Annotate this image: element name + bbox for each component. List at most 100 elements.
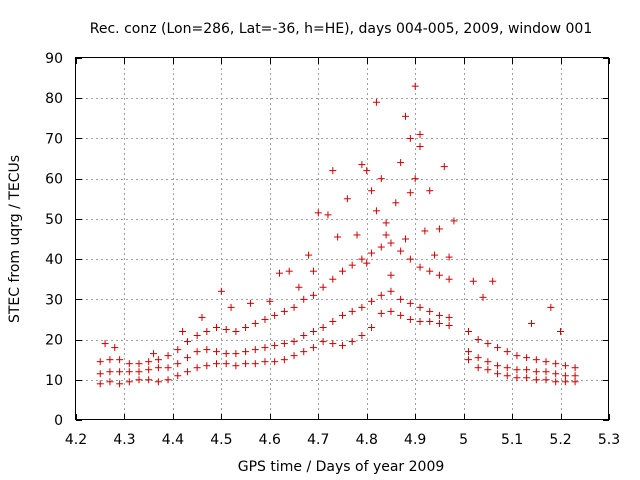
data-point bbox=[203, 362, 211, 370]
x-tick-label: 5 bbox=[459, 432, 468, 448]
data-point bbox=[135, 376, 143, 384]
data-point bbox=[547, 303, 555, 311]
data-point bbox=[474, 364, 482, 372]
data-point bbox=[421, 227, 429, 235]
data-point bbox=[280, 340, 288, 348]
data-point bbox=[348, 307, 356, 315]
data-point bbox=[193, 364, 201, 372]
data-point bbox=[358, 332, 366, 340]
data-point bbox=[242, 323, 250, 331]
data-point bbox=[435, 271, 443, 279]
data-point bbox=[532, 368, 540, 376]
data-point bbox=[363, 259, 371, 267]
x-tick-label: 5.3 bbox=[598, 432, 620, 448]
data-point bbox=[125, 360, 133, 368]
data-point bbox=[280, 307, 288, 315]
data-point bbox=[416, 303, 424, 311]
data-point bbox=[96, 380, 104, 388]
data-point bbox=[450, 217, 458, 225]
data-point bbox=[329, 317, 337, 325]
data-point bbox=[164, 364, 172, 372]
data-point bbox=[523, 354, 531, 362]
data-point bbox=[397, 247, 405, 255]
data-point bbox=[174, 360, 182, 368]
data-point bbox=[339, 342, 346, 350]
data-point bbox=[372, 98, 380, 106]
data-point bbox=[445, 253, 453, 261]
data-point bbox=[222, 350, 230, 358]
data-point bbox=[377, 243, 385, 251]
data-point bbox=[377, 309, 385, 317]
data-point bbox=[377, 291, 385, 299]
data-point bbox=[484, 366, 492, 374]
data-point bbox=[290, 338, 298, 346]
data-point bbox=[217, 287, 225, 295]
data-point bbox=[334, 233, 342, 241]
data-point bbox=[353, 231, 361, 239]
data-point bbox=[145, 358, 153, 366]
y-tick-label: 40 bbox=[45, 252, 63, 268]
data-point bbox=[411, 82, 419, 90]
data-point bbox=[329, 275, 337, 283]
data-point bbox=[464, 356, 472, 364]
data-point bbox=[368, 297, 376, 305]
data-point bbox=[426, 187, 434, 195]
data-point bbox=[198, 313, 206, 321]
x-tick-labels: 4.2 4.3 4.4 4.5 4.6 4.7 4.8 4.9 5 5.1 5.2 5.3 bbox=[65, 432, 620, 448]
data-point bbox=[145, 366, 153, 374]
y-tick-label: 70 bbox=[45, 131, 63, 147]
data-point bbox=[154, 356, 162, 364]
data-point bbox=[387, 307, 395, 315]
data-point bbox=[426, 267, 434, 275]
y-tick-label: 20 bbox=[45, 333, 63, 349]
data-point bbox=[222, 326, 230, 333]
data-point bbox=[435, 225, 443, 233]
data-point bbox=[174, 372, 182, 380]
data-point bbox=[503, 364, 511, 372]
data-point bbox=[382, 219, 390, 227]
data-point bbox=[474, 336, 482, 344]
x-tick-label: 4.3 bbox=[113, 432, 135, 448]
data-point bbox=[125, 378, 133, 386]
data-point bbox=[557, 328, 565, 336]
data-point bbox=[193, 348, 201, 356]
y-tick-labels: 0 10 20 30 40 50 60 70 80 90 bbox=[45, 51, 63, 429]
data-point bbox=[532, 376, 540, 384]
data-point bbox=[503, 372, 511, 380]
data-point bbox=[276, 269, 284, 277]
data-point bbox=[290, 352, 298, 360]
data-point bbox=[416, 130, 424, 138]
data-point bbox=[411, 175, 419, 183]
y-tick-label: 10 bbox=[45, 373, 63, 389]
data-point bbox=[116, 356, 124, 364]
data-point bbox=[571, 364, 579, 372]
data-point bbox=[261, 315, 269, 323]
data-point bbox=[309, 328, 317, 336]
data-point bbox=[300, 348, 308, 356]
data-point bbox=[426, 307, 434, 315]
data-point bbox=[513, 366, 521, 374]
data-point bbox=[542, 368, 550, 376]
data-point bbox=[571, 378, 579, 386]
data-point bbox=[513, 352, 521, 360]
data-point bbox=[251, 319, 259, 327]
data-point bbox=[319, 283, 327, 291]
chart-title: Rec. conz (Lon=286, Lat=-36, h=HE), days… bbox=[90, 21, 592, 37]
data-point bbox=[368, 323, 376, 331]
data-point bbox=[106, 356, 114, 364]
data-point bbox=[527, 319, 535, 327]
data-point bbox=[232, 328, 240, 336]
data-point bbox=[401, 112, 409, 120]
x-tick-label: 4.5 bbox=[210, 432, 232, 448]
data-point bbox=[164, 376, 172, 384]
data-point bbox=[300, 332, 308, 340]
data-point bbox=[305, 251, 313, 259]
data-point bbox=[227, 303, 235, 311]
data-point bbox=[431, 251, 439, 259]
data-point bbox=[179, 328, 187, 336]
data-point bbox=[532, 356, 540, 364]
data-points bbox=[96, 82, 579, 388]
data-point bbox=[111, 344, 119, 352]
data-point bbox=[503, 348, 511, 356]
data-point bbox=[309, 267, 317, 275]
